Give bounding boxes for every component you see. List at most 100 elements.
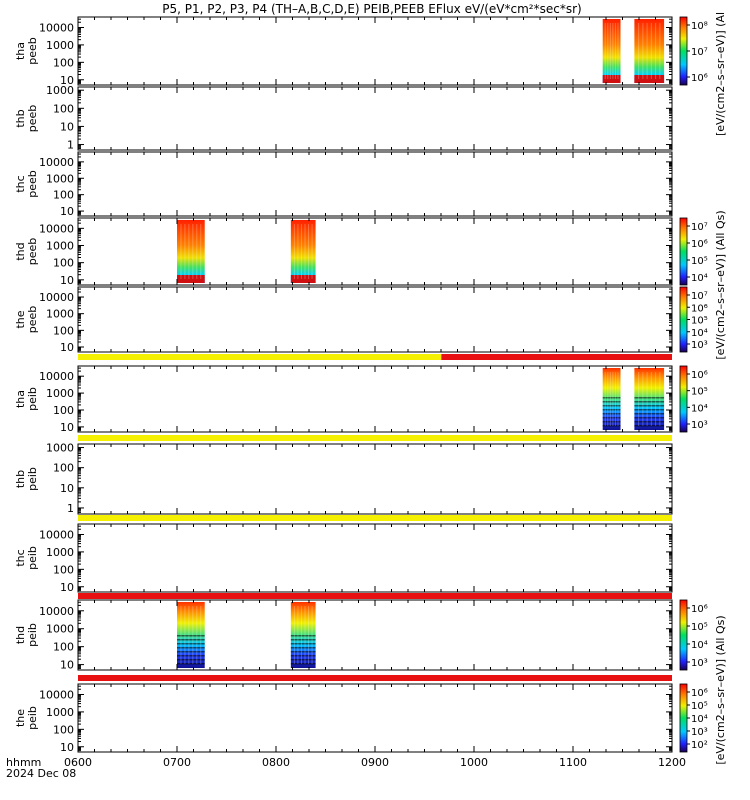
panel-frame <box>77 365 673 433</box>
y-axis-label: the <box>14 709 27 727</box>
colorbar-label-3: [eV/(cm2–s–sr–eV)] (All Qs) <box>714 615 727 764</box>
y-tick-label: 1000 <box>46 240 74 253</box>
panel-frame <box>77 86 673 151</box>
colorbar-tick-label: 10⁷ <box>691 291 708 302</box>
y-axis-label: peeb <box>26 238 39 266</box>
time-axis-label: hhmm <box>6 756 41 769</box>
data-block-stripe <box>290 643 316 645</box>
status-bar <box>78 675 672 681</box>
panel-frame <box>77 286 673 353</box>
data-block-stripe <box>177 643 205 645</box>
data-block-stripe <box>634 409 665 411</box>
data-block <box>602 19 621 83</box>
colorbar-tick-label: 10⁵ <box>691 316 708 327</box>
colorbar-tick-label: 10⁵ <box>691 701 708 712</box>
y-tick-label: 100 <box>53 641 74 654</box>
y-tick-label: 1 <box>67 139 74 152</box>
y-tick-label: 100 <box>53 462 74 475</box>
panel-thdpeib: 10 100 1000 10000 thd peib 10³ 10⁴ 10⁵ 10⁶ <box>14 599 708 672</box>
data-block-lowband <box>634 75 665 83</box>
y-tick-label: 10 <box>60 120 74 133</box>
colorbar-tick-label: 10⁴ <box>691 328 708 339</box>
data-block-stripe <box>177 639 205 641</box>
data-block-fill <box>177 220 205 283</box>
data-block <box>634 368 665 430</box>
panel-thepeib: 10 100 1000 10000 the peib 10² 10³ 10⁴ 10⁵ 10⁶ <box>14 683 708 754</box>
y-axis-label: peeb <box>26 306 39 334</box>
y-tick-label: 1000 <box>46 172 74 185</box>
colorbar-label-2: [eV/(cm2–s–sr–eV)] (All Qs) <box>714 210 727 359</box>
status-bar-segment <box>78 354 442 360</box>
data-block-stripe <box>177 659 205 661</box>
data-block-stripe <box>634 413 665 415</box>
y-tick-label: 10000 <box>39 222 74 235</box>
data-block-stripe <box>634 401 665 403</box>
data-block-stripe <box>602 401 621 403</box>
x-tick-label: 0700 <box>163 756 191 769</box>
y-tick-label: 10 <box>60 482 74 495</box>
y-tick-label: 10 <box>60 659 74 672</box>
data-block <box>290 602 316 668</box>
x-tick-label: 0800 <box>262 756 290 769</box>
colorbar-tick-label: 10⁴ <box>691 403 708 414</box>
colorbar-tick-label: 10⁴ <box>691 714 708 725</box>
y-axis-label: thd <box>14 626 27 644</box>
y-tick-label: 10 <box>60 341 74 354</box>
x-tick-label: 0900 <box>361 756 389 769</box>
colorbar: 10³ 10⁴ 10⁵ 10⁶ <box>679 599 708 671</box>
status-bar-segment <box>78 515 672 521</box>
status-bar <box>78 515 672 521</box>
data-block-stripe <box>290 663 316 665</box>
data-block <box>290 220 316 283</box>
data-block-stripe <box>177 651 205 653</box>
colorbar-scale <box>679 599 688 671</box>
y-tick-label: 100 <box>53 257 74 270</box>
data-block-stripe <box>602 397 621 399</box>
colorbar-tick-label: 10³ <box>691 658 708 669</box>
colorbar-tick-label: 10⁵ <box>691 256 708 267</box>
panel-thcpeeb: 10 100 1000 10000 thc peeb <box>14 151 673 218</box>
colorbar-tick-label: 10⁶ <box>691 688 708 699</box>
y-tick-label: 10 <box>60 741 74 754</box>
y-axis-label: peib <box>26 467 39 491</box>
colorbar-tick-label: 10⁶ <box>691 370 708 381</box>
panel-thdpeeb: 10 100 1000 10000 thd peeb 10⁴ 10⁵ 10⁶ 10⁷ <box>14 217 708 287</box>
y-axis-label: peib <box>26 706 39 730</box>
panel-thcpeib: 10 100 1000 10000 thc peib <box>14 523 673 594</box>
colorbar-tick-label: 10⁴ <box>691 640 708 651</box>
status-bar <box>78 435 672 441</box>
data-block-fill <box>634 19 665 83</box>
data-block-lowband <box>602 75 621 83</box>
data-block-stripe <box>634 405 665 407</box>
figure-title: P5, P1, P2, P3, P4 (TH–A,B,C,D,E) PEIB,P… <box>162 2 581 16</box>
y-tick-label: 100 <box>53 563 74 576</box>
y-axis-label: thd <box>14 242 27 260</box>
colorbar-tick-label: 10⁵ <box>691 387 708 398</box>
y-tick-label: 10 <box>60 274 74 287</box>
data-block-lowband <box>177 275 205 283</box>
x-tick-label: 0600 <box>64 756 92 769</box>
colorbar-tick-label: 10⁶ <box>691 73 708 84</box>
data-block-stripe <box>290 659 316 661</box>
data-block-fill <box>290 220 316 283</box>
y-tick-label: 100 <box>53 404 74 417</box>
y-tick-label: 1 <box>67 502 74 515</box>
data-block-stripe <box>290 655 316 657</box>
panel-frame <box>77 523 673 593</box>
data-block-stripe <box>634 421 665 423</box>
data-block-stripe <box>634 397 665 399</box>
data-block <box>177 602 205 668</box>
colorbar-tick-label: 10⁴ <box>691 273 708 284</box>
y-axis-label: peeb <box>26 170 39 198</box>
time-axis-date: 2024 Dec 08 <box>6 767 76 780</box>
y-tick-label: 100 <box>53 324 74 337</box>
y-tick-label: 10000 <box>39 370 74 383</box>
panel-frame <box>77 217 673 286</box>
colorbar-scale <box>679 365 688 433</box>
data-block <box>602 368 621 430</box>
colorbar: 10² 10³ 10⁴ 10⁵ 10⁶ <box>679 683 708 753</box>
status-bar-segment <box>441 354 672 360</box>
y-tick-label: 100 <box>53 189 74 202</box>
